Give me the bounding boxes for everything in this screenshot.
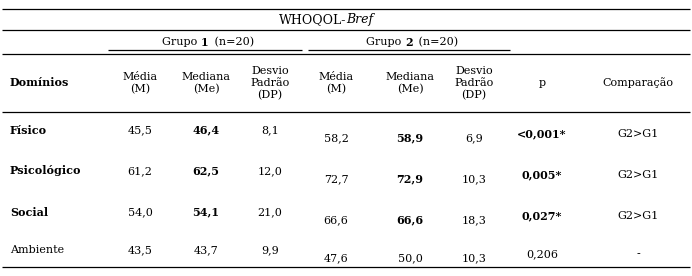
Text: Social: Social bbox=[10, 206, 48, 217]
Text: Média: Média bbox=[318, 72, 354, 82]
Text: 18,3: 18,3 bbox=[462, 215, 486, 225]
Text: Grupo: Grupo bbox=[162, 37, 201, 47]
Text: 50,0: 50,0 bbox=[398, 253, 422, 263]
Text: 12,0: 12,0 bbox=[257, 166, 282, 176]
Text: (Me): (Me) bbox=[192, 84, 219, 94]
Text: 66,6: 66,6 bbox=[324, 215, 349, 225]
Text: -: - bbox=[636, 249, 640, 259]
Text: (n=20): (n=20) bbox=[415, 37, 458, 47]
Text: <0,001*: <0,001* bbox=[517, 129, 567, 139]
Text: 43,5: 43,5 bbox=[127, 245, 152, 255]
Text: 54,0: 54,0 bbox=[127, 207, 152, 217]
Text: Psicológico: Psicológico bbox=[10, 166, 82, 176]
Text: 72,7: 72,7 bbox=[324, 174, 348, 184]
Text: G2>G1: G2>G1 bbox=[617, 129, 659, 139]
Text: Desvio: Desvio bbox=[251, 66, 289, 76]
Text: 62,5: 62,5 bbox=[192, 166, 219, 176]
Text: 2: 2 bbox=[405, 36, 412, 47]
Text: (DP): (DP) bbox=[257, 90, 282, 100]
Text: Padrão: Padrão bbox=[251, 78, 290, 88]
Text: 54,1: 54,1 bbox=[192, 206, 219, 217]
Text: 6,9: 6,9 bbox=[465, 133, 483, 143]
Text: 1: 1 bbox=[201, 36, 208, 47]
Text: Padrão: Padrão bbox=[455, 78, 493, 88]
Text: (Me): (Me) bbox=[397, 84, 424, 94]
Text: Comparação: Comparação bbox=[603, 78, 673, 88]
Text: 21,0: 21,0 bbox=[257, 207, 282, 217]
Text: 8,1: 8,1 bbox=[261, 125, 279, 135]
Text: 61,2: 61,2 bbox=[127, 166, 152, 176]
Text: Mediana: Mediana bbox=[181, 72, 230, 82]
Text: 45,5: 45,5 bbox=[127, 125, 152, 135]
Text: G2>G1: G2>G1 bbox=[617, 211, 659, 221]
Text: 46,4: 46,4 bbox=[192, 124, 219, 136]
Text: Mediana: Mediana bbox=[385, 72, 435, 82]
Text: 72,9: 72,9 bbox=[397, 174, 424, 184]
Text: 58,9: 58,9 bbox=[397, 132, 424, 144]
Text: 47,6: 47,6 bbox=[324, 253, 348, 263]
Text: 0,206: 0,206 bbox=[526, 249, 558, 259]
Text: 9,9: 9,9 bbox=[261, 245, 279, 255]
Text: (DP): (DP) bbox=[462, 90, 486, 100]
Text: 10,3: 10,3 bbox=[462, 253, 486, 263]
Text: Grupo: Grupo bbox=[366, 37, 405, 47]
Text: 0,027*: 0,027* bbox=[522, 211, 562, 222]
Text: 66,6: 66,6 bbox=[397, 214, 424, 225]
Text: 0,005*: 0,005* bbox=[522, 169, 562, 181]
Text: Desvio: Desvio bbox=[455, 66, 493, 76]
Text: (M): (M) bbox=[326, 84, 346, 94]
Text: 58,2: 58,2 bbox=[324, 133, 349, 143]
Text: 43,7: 43,7 bbox=[194, 245, 219, 255]
Text: Domínios: Domínios bbox=[10, 78, 69, 89]
Text: Físico: Físico bbox=[10, 124, 47, 136]
Text: (M): (M) bbox=[130, 84, 150, 94]
Text: G2>G1: G2>G1 bbox=[617, 170, 659, 180]
Text: Ambiente: Ambiente bbox=[10, 245, 64, 255]
Text: (n=20): (n=20) bbox=[211, 37, 254, 47]
Text: WHOQOL-: WHOQOL- bbox=[279, 14, 346, 26]
Text: p: p bbox=[538, 78, 545, 88]
Text: Bref: Bref bbox=[346, 14, 373, 26]
Text: 10,3: 10,3 bbox=[462, 174, 486, 184]
Text: Média: Média bbox=[122, 72, 158, 82]
